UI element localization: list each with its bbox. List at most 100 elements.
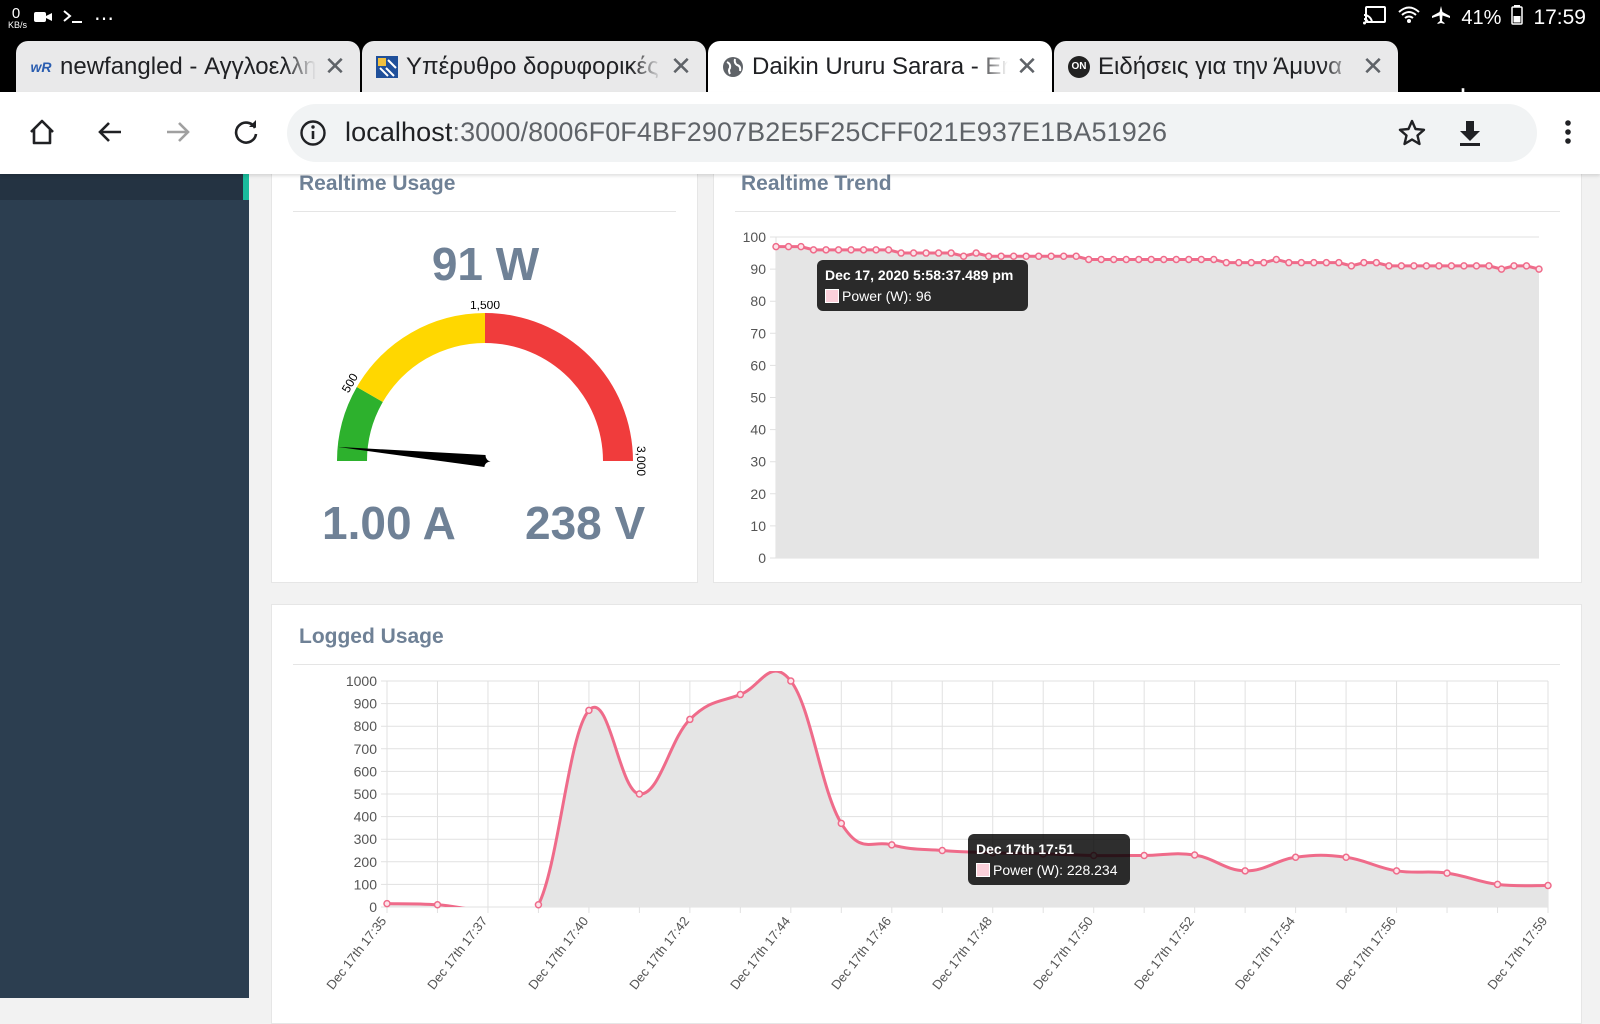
data-point[interactable] (922, 249, 930, 257)
data-point[interactable] (1222, 258, 1231, 267)
data-point[interactable] (1435, 262, 1443, 270)
data-point[interactable] (1122, 255, 1130, 264)
data-point[interactable] (1397, 262, 1406, 270)
data-point[interactable] (1147, 255, 1155, 264)
data-point[interactable] (784, 242, 793, 251)
tab-news[interactable]: ON Ειδήσεις για την Άμυνα ✕ (1054, 41, 1398, 92)
sidebar-active-item[interactable] (0, 174, 249, 200)
close-tab-icon[interactable]: ✕ (1362, 51, 1384, 81)
data-point[interactable] (383, 899, 391, 908)
data-point[interactable] (997, 252, 1005, 261)
data-point[interactable] (1544, 881, 1552, 890)
data-point[interactable] (1347, 262, 1356, 270)
data-point[interactable] (1140, 851, 1148, 860)
data-point[interactable] (1297, 258, 1306, 267)
data-point[interactable] (1422, 262, 1431, 270)
data-point[interactable] (1272, 255, 1281, 264)
data-point[interactable] (1322, 258, 1331, 267)
data-point[interactable] (1241, 867, 1249, 875)
data-point[interactable] (1443, 869, 1451, 877)
site-info-icon[interactable] (299, 119, 327, 152)
data-point[interactable] (1310, 258, 1318, 267)
data-point[interactable] (1084, 255, 1093, 264)
close-tab-icon[interactable]: ✕ (670, 51, 692, 81)
address-bar[interactable]: localhost:3000/8006F0F4BF2907B2E5F25CFF0… (287, 104, 1537, 162)
data-point[interactable] (1392, 867, 1401, 875)
tab-daikin[interactable]: Daikin Ururu Sarara - Energy ✕ (708, 41, 1052, 92)
data-point[interactable] (822, 246, 830, 254)
data-point[interactable] (847, 246, 855, 254)
data-point[interactable] (534, 900, 543, 909)
data-point[interactable] (1247, 258, 1256, 267)
data-point[interactable] (938, 846, 947, 855)
data-point[interactable] (433, 900, 442, 909)
home-icon[interactable] (22, 112, 62, 152)
data-point[interactable] (686, 715, 694, 724)
data-point[interactable] (1342, 853, 1350, 862)
data-point[interactable] (585, 706, 593, 715)
data-point[interactable] (1385, 262, 1393, 270)
data-point[interactable] (1134, 255, 1143, 264)
back-arrow-icon[interactable] (90, 112, 130, 152)
data-point[interactable] (1410, 262, 1418, 270)
data-point[interactable] (872, 246, 880, 254)
data-point[interactable] (947, 249, 955, 257)
data-point[interactable] (1172, 255, 1181, 264)
data-point[interactable] (1285, 258, 1293, 267)
data-point[interactable] (1460, 262, 1468, 270)
data-point[interactable] (1097, 255, 1105, 264)
data-point[interactable] (884, 246, 893, 254)
data-point[interactable] (1510, 262, 1518, 270)
forward-arrow-icon[interactable] (158, 112, 198, 152)
data-point[interactable] (1197, 255, 1206, 264)
bookmark-star-icon[interactable] (1397, 118, 1427, 153)
data-point[interactable] (1291, 853, 1300, 862)
data-point[interactable] (1360, 258, 1368, 267)
reload-icon[interactable] (226, 112, 266, 152)
data-point[interactable] (959, 252, 968, 261)
tab-satellite[interactable]: Υπέρυθρο δορυφορικές ✕ (362, 41, 706, 92)
data-point[interactable] (1447, 262, 1456, 270)
data-point[interactable] (888, 841, 896, 849)
kebab-menu-icon[interactable] (1548, 112, 1588, 152)
data-point[interactable] (834, 246, 843, 254)
data-point[interactable] (1059, 252, 1068, 261)
data-point[interactable] (1485, 262, 1493, 270)
data-point[interactable] (909, 249, 918, 257)
data-point[interactable] (809, 246, 818, 254)
download-icon[interactable] (1455, 118, 1485, 153)
data-point[interactable] (934, 249, 943, 257)
data-point[interactable] (1335, 258, 1343, 267)
data-point[interactable] (1185, 255, 1193, 264)
data-point[interactable] (897, 249, 905, 257)
data-point[interactable] (1260, 258, 1268, 267)
data-point[interactable] (972, 249, 980, 257)
data-point[interactable] (787, 677, 795, 685)
data-point[interactable] (635, 790, 644, 798)
data-point[interactable] (837, 819, 846, 828)
data-point[interactable] (984, 252, 993, 261)
data-point[interactable] (1190, 851, 1199, 859)
data-point[interactable] (1535, 265, 1543, 273)
data-point[interactable] (1009, 252, 1018, 261)
close-tab-icon[interactable]: ✕ (1016, 51, 1038, 81)
data-point[interactable] (1472, 262, 1481, 270)
data-point[interactable] (859, 246, 868, 254)
data-point[interactable] (1372, 258, 1381, 267)
data-point[interactable] (1047, 252, 1055, 261)
data-point[interactable] (1022, 252, 1030, 261)
data-point[interactable] (736, 690, 745, 699)
data-point[interactable] (1034, 252, 1043, 261)
data-point[interactable] (1210, 255, 1218, 264)
data-point[interactable] (1493, 880, 1502, 889)
data-point[interactable] (1235, 258, 1243, 267)
data-point[interactable] (1522, 262, 1531, 270)
data-point[interactable] (797, 242, 805, 251)
data-point[interactable] (1072, 252, 1080, 261)
data-point[interactable] (772, 242, 780, 251)
data-point[interactable] (1497, 265, 1506, 273)
close-tab-icon[interactable]: ✕ (324, 51, 346, 81)
tab-wordreference[interactable]: wR newfangled - Αγγλοελληνικό ✕ (16, 41, 360, 92)
data-point[interactable] (1160, 255, 1168, 264)
data-point[interactable] (1109, 255, 1118, 264)
